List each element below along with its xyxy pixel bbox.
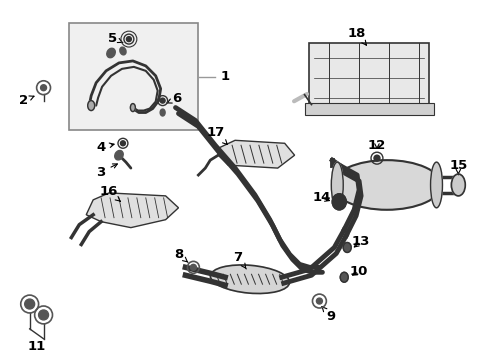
Text: 5: 5 xyxy=(108,32,122,45)
Ellipse shape xyxy=(210,265,289,293)
Text: 16: 16 xyxy=(100,185,120,201)
Text: 12: 12 xyxy=(367,139,386,152)
Ellipse shape xyxy=(429,162,442,208)
Ellipse shape xyxy=(130,104,135,112)
Text: 11: 11 xyxy=(27,340,46,353)
Ellipse shape xyxy=(106,48,115,58)
Circle shape xyxy=(126,37,131,41)
Text: 17: 17 xyxy=(205,126,227,144)
Text: 2: 2 xyxy=(19,94,34,107)
Polygon shape xyxy=(86,193,178,228)
Text: 13: 13 xyxy=(351,235,369,248)
Ellipse shape xyxy=(343,243,350,252)
Bar xyxy=(309,43,427,108)
Text: 14: 14 xyxy=(311,192,330,204)
Circle shape xyxy=(316,298,322,304)
Text: 15: 15 xyxy=(448,159,467,175)
Ellipse shape xyxy=(160,109,165,116)
Text: 4: 4 xyxy=(96,141,114,154)
Bar xyxy=(304,103,433,114)
Text: 6: 6 xyxy=(166,92,181,105)
Ellipse shape xyxy=(115,150,123,160)
Text: 9: 9 xyxy=(321,307,335,323)
Circle shape xyxy=(120,141,125,146)
Text: 1: 1 xyxy=(220,70,229,83)
Ellipse shape xyxy=(87,100,95,111)
Ellipse shape xyxy=(331,162,343,208)
Ellipse shape xyxy=(120,47,126,55)
Circle shape xyxy=(190,264,196,270)
Text: 8: 8 xyxy=(174,248,188,262)
Text: 10: 10 xyxy=(349,265,367,278)
Polygon shape xyxy=(218,140,294,168)
Ellipse shape xyxy=(450,174,464,196)
Ellipse shape xyxy=(340,272,347,282)
FancyArrowPatch shape xyxy=(293,94,306,101)
Text: 18: 18 xyxy=(347,27,366,45)
Circle shape xyxy=(39,310,48,320)
Bar xyxy=(69,23,198,130)
Ellipse shape xyxy=(332,160,441,210)
Circle shape xyxy=(25,299,35,309)
Text: 3: 3 xyxy=(96,164,117,179)
Circle shape xyxy=(160,98,165,103)
Circle shape xyxy=(41,85,46,91)
Text: 7: 7 xyxy=(233,251,246,269)
Ellipse shape xyxy=(332,194,346,210)
Circle shape xyxy=(373,155,379,161)
